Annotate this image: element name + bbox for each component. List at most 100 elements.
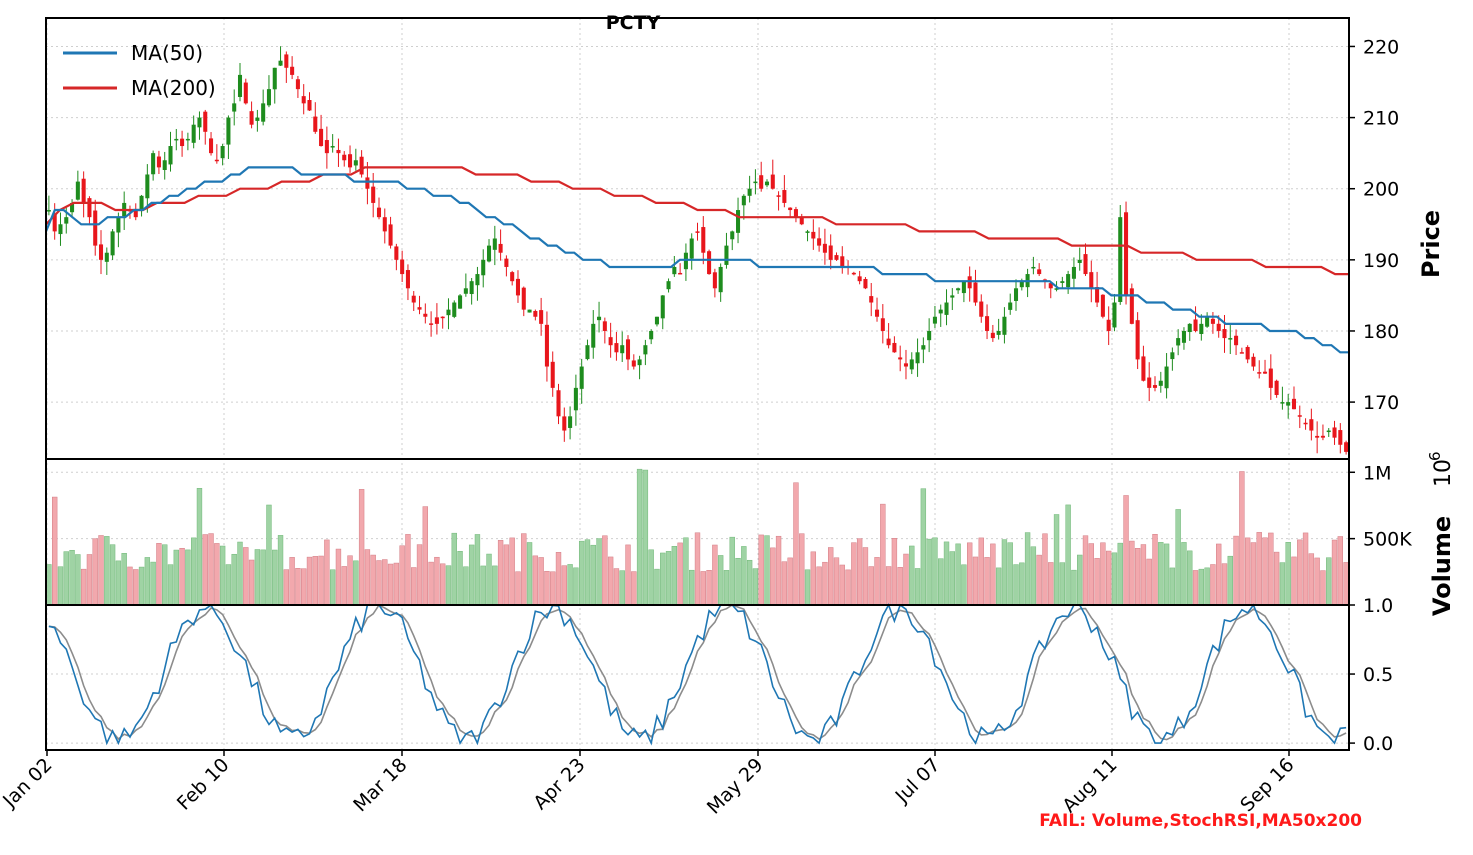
volume-bar [86,554,93,606]
candle-body [770,174,775,189]
candle-body [203,111,208,132]
candle-body [336,149,341,154]
volume-bar [1273,551,1280,606]
volume-bar [874,557,880,606]
candle-body [1274,380,1279,395]
candle-body [1176,338,1181,346]
volume-bar [440,563,446,606]
stoch-tick-label: 0.5 [1363,664,1393,686]
volume-bar [399,545,405,606]
volume-bar [1187,550,1193,606]
candle-body [521,287,526,310]
volume-bar [208,533,214,606]
volume-bar [1244,537,1251,606]
volume-bar [636,468,643,606]
candle-body [851,272,856,275]
volume-bar [1001,539,1008,606]
candle-body [371,186,376,203]
chart-title: PCTY [606,12,661,34]
candle-body [608,337,613,346]
candle-body [625,339,631,360]
volume-bar [966,542,973,606]
stoch-tick-label: 1.0 [1363,595,1393,617]
candle-body [486,245,492,262]
volume-bar [1204,567,1210,606]
volume-bar [914,568,921,606]
candle-body [985,316,990,331]
volume-bar [1210,564,1216,606]
gridlines [46,18,1349,750]
candle-body [1286,402,1291,406]
volume-bar [648,549,654,606]
candle-body [481,259,486,276]
volume-bar [741,546,747,606]
candle-body [394,246,399,260]
candle-body [81,178,86,203]
volume-bar [1279,562,1286,606]
volume-bar [196,488,203,606]
volume-bar [961,564,967,606]
candle-body [886,338,891,346]
volume-bar [1343,562,1349,606]
candle-body [1031,266,1036,269]
price-tick-label: 190 [1363,250,1399,272]
volume-bar [364,549,371,606]
volume-bar [341,566,347,606]
candle-body [1141,356,1146,381]
volume-bar [677,542,683,606]
volume-bar [602,535,608,606]
stoch-d-line [48,604,1347,741]
candle-body [678,272,683,275]
volume-bar [272,549,278,606]
candle-body [1048,283,1053,289]
volume-bar [1053,514,1060,606]
candle-body [597,316,602,321]
candle-body [458,295,463,309]
ma50-line [44,166,1349,354]
candle-body [330,146,335,148]
candle-body [272,67,277,90]
candle-body [417,307,422,310]
candle-body [776,195,781,197]
volume-bar [219,545,226,606]
candle-body [1112,302,1117,328]
candle-body [405,270,410,289]
volume-bar [984,557,990,606]
volume-bar [978,537,984,606]
candle-body [1320,435,1325,438]
volume-scale-exp: 6 [1426,451,1444,461]
candle-body [411,295,416,303]
candle-body [191,124,196,143]
volume-bar [109,544,116,606]
volume-bar [538,557,544,606]
candle-body [382,217,387,232]
candle-body [533,310,538,317]
candle-body [666,281,671,290]
candle-body [1268,368,1273,388]
candle-body [1239,352,1244,354]
volume-bar [98,535,104,606]
candle-body [938,309,943,314]
candle-body [631,360,636,367]
volume-bar [405,534,411,606]
volume-bar [1134,548,1141,606]
x-tick-label: Mar 18 [349,754,411,816]
candle-body [301,96,306,104]
volume-bar [75,554,81,606]
volume-bar [63,551,69,606]
candle-body [921,345,926,350]
candle-body [990,332,995,339]
candle-body [1089,272,1094,289]
candle-body [1037,269,1042,275]
x-tick-label: Jul 07 [891,754,945,808]
volume-bar [561,565,567,606]
candle-body [654,316,659,325]
volume-bar [451,532,457,606]
candle-body [817,238,822,246]
candle-body [828,245,833,260]
volume-bar [526,542,533,606]
x-tick-label: Apr 23 [529,754,589,814]
volume-bar [1019,562,1025,606]
panel-frames [45,17,1350,751]
volume-bar [248,559,255,606]
